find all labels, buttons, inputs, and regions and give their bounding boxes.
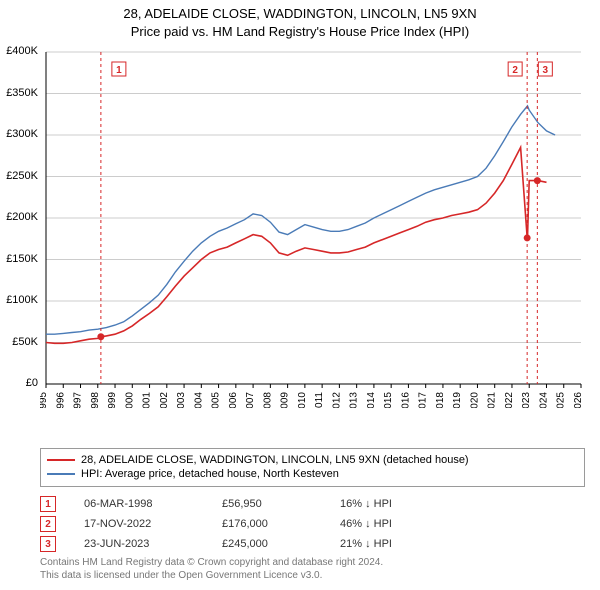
legend-label-property: 28, ADELAIDE CLOSE, WADDINGTON, LINCOLN,… <box>81 453 469 467</box>
ytick-label: £250K <box>0 170 38 182</box>
svg-text:3: 3 <box>543 65 549 76</box>
legend-row-hpi: HPI: Average price, detached house, Nort… <box>47 467 578 481</box>
ytick-label: £100K <box>0 294 38 306</box>
svg-text:2010: 2010 <box>297 392 308 408</box>
svg-text:2013: 2013 <box>349 392 360 408</box>
svg-text:2008: 2008 <box>262 392 273 408</box>
svg-text:2007: 2007 <box>245 392 256 408</box>
svg-text:2000: 2000 <box>124 392 135 408</box>
sales-date: 17-NOV-2022 <box>84 518 194 530</box>
svg-text:2016: 2016 <box>400 392 411 408</box>
legend-swatch-hpi <box>47 473 75 475</box>
svg-text:2005: 2005 <box>211 392 222 408</box>
svg-text:2003: 2003 <box>176 392 187 408</box>
title-line1: 28, ADELAIDE CLOSE, WADDINGTON, LINCOLN,… <box>0 6 600 22</box>
chart-xticks: 1995 1996 1997 1998 1999 2000 2001 2002 2003 2004… <box>40 392 584 408</box>
sales-date: 06-MAR-1998 <box>84 498 194 510</box>
title-block: 28, ADELAIDE CLOSE, WADDINGTON, LINCOLN,… <box>0 0 600 39</box>
sales-date: 23-JUN-2023 <box>84 538 194 550</box>
svg-text:2014: 2014 <box>366 392 377 408</box>
sales-row: 3 23-JUN-2023 £245,000 21% ↓ HPI <box>40 534 585 554</box>
svg-text:1996: 1996 <box>55 392 66 408</box>
page: 28, ADELAIDE CLOSE, WADDINGTON, LINCOLN,… <box>0 0 600 590</box>
svg-text:2006: 2006 <box>228 392 239 408</box>
svg-text:1997: 1997 <box>73 392 84 408</box>
svg-text:2017: 2017 <box>418 392 429 408</box>
sales-row: 2 17-NOV-2022 £176,000 46% ↓ HPI <box>40 514 585 534</box>
chart-axes <box>46 52 581 388</box>
svg-text:2012: 2012 <box>331 392 342 408</box>
sales-price: £176,000 <box>222 518 312 530</box>
svg-text:2011: 2011 <box>314 392 325 408</box>
sales-delta: 46% ↓ HPI <box>340 518 430 530</box>
svg-text:2001: 2001 <box>142 392 153 408</box>
svg-text:2026: 2026 <box>573 392 584 408</box>
ytick-label: £350K <box>0 87 38 99</box>
svg-text:2004: 2004 <box>193 392 204 408</box>
sales-row: 1 06-MAR-1998 £56,950 16% ↓ HPI <box>40 494 585 514</box>
svg-text:2023: 2023 <box>521 392 532 408</box>
ytick-label: £200K <box>0 211 38 223</box>
footer-line1: Contains HM Land Registry data © Crown c… <box>40 556 585 569</box>
legend-row-property: 28, ADELAIDE CLOSE, WADDINGTON, LINCOLN,… <box>47 453 578 467</box>
sales-marker-box: 2 <box>40 516 56 532</box>
legend-label-hpi: HPI: Average price, detached house, Nort… <box>81 467 339 481</box>
ytick-label: £50K <box>0 336 38 348</box>
svg-text:2019: 2019 <box>452 392 463 408</box>
ytick-label: £300K <box>0 128 38 140</box>
ytick-label: £0 <box>0 377 38 389</box>
footer-attribution: Contains HM Land Registry data © Crown c… <box>40 556 585 582</box>
title-line2: Price paid vs. HM Land Registry's House … <box>0 24 600 40</box>
svg-text:2015: 2015 <box>383 392 394 408</box>
footer-line2: This data is licensed under the Open Gov… <box>40 569 585 582</box>
svg-text:2020: 2020 <box>469 392 480 408</box>
svg-text:1995: 1995 <box>40 392 49 408</box>
ytick-label: £150K <box>0 253 38 265</box>
svg-text:2024: 2024 <box>538 392 549 408</box>
svg-text:2018: 2018 <box>435 392 446 408</box>
sales-marker-box: 1 <box>40 496 56 512</box>
chart-series <box>46 106 555 343</box>
sales-delta: 21% ↓ HPI <box>340 538 430 550</box>
svg-text:2: 2 <box>512 65 518 76</box>
svg-text:2009: 2009 <box>280 392 291 408</box>
chart-grid <box>46 52 581 384</box>
svg-text:1: 1 <box>116 65 122 76</box>
chart-legend: 28, ADELAIDE CLOSE, WADDINGTON, LINCOLN,… <box>40 448 585 487</box>
sales-table: 1 06-MAR-1998 £56,950 16% ↓ HPI 2 17-NOV… <box>40 494 585 554</box>
sales-delta: 16% ↓ HPI <box>340 498 430 510</box>
svg-text:2002: 2002 <box>159 392 170 408</box>
svg-text:1999: 1999 <box>107 392 118 408</box>
sales-price: £56,950 <box>222 498 312 510</box>
svg-text:2022: 2022 <box>504 392 515 408</box>
ytick-label: £400K <box>0 45 38 57</box>
svg-text:2021: 2021 <box>487 392 498 408</box>
price-chart: 1 2 3 1995 1996 1997 1998 1999 2000 2001 2002 2003… <box>40 48 585 408</box>
legend-swatch-property <box>47 459 75 461</box>
sales-marker-box: 3 <box>40 536 56 552</box>
sales-price: £245,000 <box>222 538 312 550</box>
svg-text:2025: 2025 <box>556 392 567 408</box>
svg-text:1998: 1998 <box>90 392 101 408</box>
